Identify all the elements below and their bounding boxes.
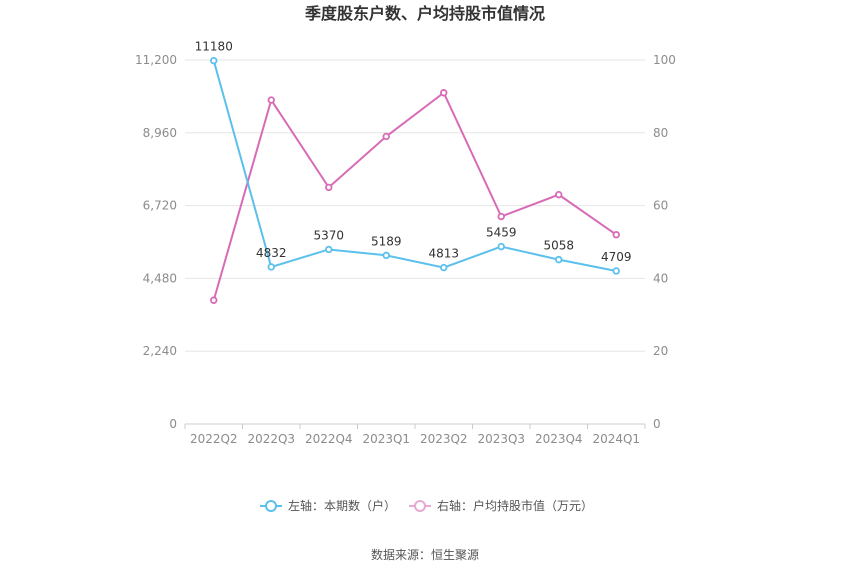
left-tick-label: 11,200	[135, 53, 177, 67]
x-tick-label: 2022Q4	[305, 432, 353, 446]
right-tick-label: 0	[653, 417, 661, 431]
left-axis: 0 2,240 4,480 6,720 8,960 11,200	[135, 53, 177, 431]
data-label: 5370	[313, 228, 344, 242]
data-point-right	[382, 132, 390, 141]
data-point-left	[440, 263, 448, 272]
right-tick-label: 40	[653, 271, 668, 285]
x-tick-label: 2022Q3	[247, 432, 295, 446]
data-point-right	[267, 96, 275, 104]
series-line-left	[212, 60, 617, 272]
data-label: 5459	[486, 226, 517, 240]
left-tick-label: 0	[169, 417, 177, 431]
legend-marker-right	[414, 500, 426, 512]
left-tick-label: 8,960	[143, 126, 177, 140]
left-tick-label: 6,720	[143, 199, 177, 213]
right-tick-label: 20	[653, 344, 668, 358]
data-point-right	[325, 183, 333, 192]
x-tick-label: 2023Q3	[477, 432, 525, 446]
x-axis: 2022Q2 2022Q3 2022Q4 2023Q1 2023Q2 2023Q3 2023…	[184, 424, 646, 446]
data-point-right	[440, 89, 448, 97]
right-tick-label: 80	[653, 126, 668, 140]
series-right	[210, 89, 620, 304]
data-label: 5058	[543, 239, 574, 253]
legend-label-right: 右轴：户均持股市值（万元）	[437, 498, 593, 513]
data-source: 数据来源：恒生聚源	[371, 547, 479, 562]
x-tick-label: 2024Q1	[592, 432, 640, 446]
data-label: 5189	[371, 234, 402, 248]
data-point-right	[497, 212, 505, 221]
x-tick-label: 2022Q2	[190, 432, 238, 446]
data-label: 11180	[195, 40, 233, 54]
data-label: 4813	[428, 247, 459, 261]
data-point-left	[210, 56, 218, 65]
left-tick-label: 2,240	[143, 344, 177, 358]
x-tick-label: 2023Q1	[362, 432, 410, 446]
legend[interactable]: 左轴：本期数（户） 右轴：户均持股市值（万元）	[260, 498, 593, 513]
data-label: 4709	[601, 250, 632, 264]
x-tick-label: 2023Q4	[535, 432, 583, 446]
legend-label-left: 左轴：本期数（户）	[288, 498, 396, 513]
data-point-left	[612, 267, 620, 275]
legend-item-left-series[interactable]: 左轴：本期数（户）	[260, 498, 396, 513]
series: 11180 4832 5370 5189 4813 5459 5058 4709	[195, 40, 632, 304]
data-point-right	[555, 190, 563, 199]
chart-title: 季度股东户数、户均持股市值情况	[304, 4, 545, 23]
data-point-right	[210, 296, 218, 304]
data-point-left	[497, 242, 505, 251]
data-label: 4832	[256, 246, 287, 260]
legend-item-right-series[interactable]: 右轴：户均持股市值（万元）	[409, 498, 593, 513]
series-left: 11180 4832 5370 5189 4813 5459 5058 4709	[195, 40, 632, 275]
data-point-left	[325, 245, 333, 254]
right-tick-label: 100	[653, 53, 676, 67]
right-axis: 0 20 40 60 80 100	[653, 53, 676, 431]
data-point-right	[612, 231, 620, 239]
series-line-right	[212, 91, 617, 301]
right-tick-label: 60	[653, 199, 668, 213]
data-point-left	[382, 251, 390, 260]
data-point-left	[267, 263, 275, 271]
legend-marker-left	[265, 500, 277, 512]
x-tick-label: 2023Q2	[420, 432, 468, 446]
left-tick-label: 4,480	[143, 271, 177, 285]
data-point-left	[555, 255, 563, 264]
